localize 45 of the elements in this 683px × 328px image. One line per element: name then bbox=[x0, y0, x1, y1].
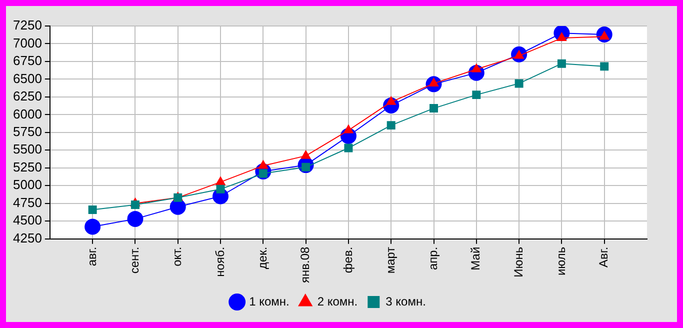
legend-label: 3 комн. bbox=[386, 294, 426, 308]
x-tick-label: янв.08 bbox=[298, 246, 312, 284]
point bbox=[557, 59, 566, 68]
x-tick-label: дек. bbox=[255, 246, 270, 270]
point bbox=[88, 205, 97, 214]
point bbox=[84, 218, 101, 235]
point bbox=[472, 90, 481, 100]
x-tick-label: сент. bbox=[128, 246, 142, 274]
point bbox=[344, 144, 353, 152]
y-tick-label: 5500 bbox=[13, 142, 42, 157]
y-tick-label: 5000 bbox=[13, 177, 42, 192]
x-tick-label: фев. bbox=[340, 246, 355, 274]
y-tick-label: 4250 bbox=[13, 230, 42, 246]
legend-label: 2 комн. bbox=[317, 294, 358, 308]
y-tick-label: 5750 bbox=[13, 124, 42, 139]
point bbox=[130, 200, 140, 210]
y-tick-label: 4750 bbox=[13, 194, 42, 210]
x-tick-label: июль bbox=[554, 246, 568, 276]
point bbox=[216, 184, 225, 194]
y-tick-label: 6750 bbox=[13, 53, 42, 68]
point bbox=[215, 176, 226, 186]
point bbox=[127, 210, 144, 227]
point bbox=[430, 104, 438, 113]
x-tick-label: Июнь bbox=[511, 246, 526, 278]
point bbox=[600, 62, 609, 71]
legend-label: 1 комн. bbox=[249, 294, 290, 308]
x-tick-label: апр. bbox=[426, 246, 440, 270]
y-tick-label: 7250 bbox=[13, 18, 42, 33]
y-tick-label: 5250 bbox=[13, 159, 42, 174]
y-tick-label: 6000 bbox=[13, 106, 42, 122]
x-tick-label: нояб. bbox=[212, 246, 227, 277]
point bbox=[258, 160, 268, 169]
y-tick-label: 7000 bbox=[13, 35, 42, 50]
x-tick-label: март bbox=[383, 246, 398, 274]
point bbox=[343, 124, 354, 134]
y-tick-label: 6250 bbox=[13, 88, 42, 104]
x-tick-label: Авг. bbox=[596, 246, 611, 268]
y-tick-label: 4500 bbox=[13, 212, 42, 228]
x-tick-label: авг. bbox=[84, 246, 99, 266]
point bbox=[386, 121, 396, 130]
y-tick-label: 6500 bbox=[13, 70, 42, 86]
point bbox=[514, 79, 524, 88]
x-tick-label: Май bbox=[468, 246, 483, 270]
point bbox=[300, 150, 312, 159]
x-tick-label: окт. bbox=[170, 246, 184, 266]
